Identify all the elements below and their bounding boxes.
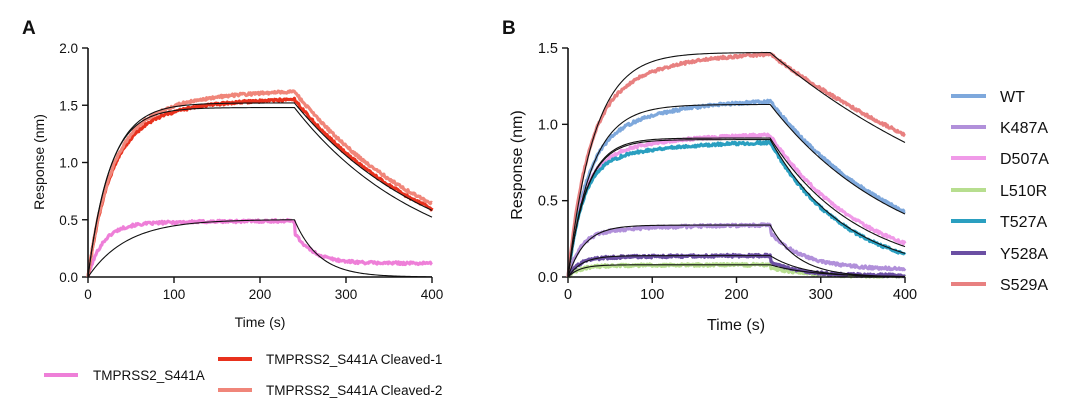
y-tick-label: 0.0 (59, 270, 78, 285)
x-tick-label: 0 (84, 287, 92, 302)
legend-item: S529A (951, 277, 1048, 294)
panel-a-x-label: Time (s) (235, 314, 286, 330)
fit-curve (87, 219, 433, 278)
fit-curve (87, 102, 433, 278)
x-tick-label: 100 (640, 287, 664, 303)
fit-curve (567, 224, 906, 278)
x-tick-label: 100 (163, 287, 186, 302)
series-trace (566, 222, 907, 278)
legend-label: Y528A (1000, 246, 1048, 263)
x-tick-label: 200 (724, 287, 748, 303)
series-trace (86, 89, 433, 278)
legend-label: TMPRSS2_S441A Cleaved-1 (266, 352, 442, 367)
legend-item: WT (951, 89, 1025, 106)
fit-curve (567, 103, 906, 278)
chart-panel-b: 0.0 0.5 1.0 1.5 0 100 200 300 400 Time (s) Respo… (509, 41, 917, 334)
fit-curve (87, 106, 433, 278)
legend-label: S529A (1000, 277, 1048, 294)
legend-label: K487A (1000, 120, 1048, 137)
series-trace (566, 98, 906, 278)
legend-item: D507A (951, 151, 1049, 168)
x-tick-label: 400 (421, 287, 444, 302)
y-tick-label: 2.0 (59, 41, 78, 56)
series-trace (566, 51, 906, 278)
y-tick-label: 0.5 (59, 213, 78, 228)
y-tick-label: 1.0 (538, 117, 558, 133)
x-tick-label: 300 (809, 287, 833, 303)
series-trace (86, 96, 434, 278)
fit-curve (567, 52, 906, 278)
panel-b-legend: WT K487A D507A L510R T527A Y528A S529A (951, 89, 1049, 294)
x-tick-label: 400 (893, 287, 917, 303)
panel-b-series (566, 51, 907, 279)
legend-item: TMPRSS2_S441A (44, 368, 205, 383)
y-tick-label: 1.5 (538, 41, 558, 57)
legend-label: T527A (1000, 214, 1047, 231)
panel-a-legend: TMPRSS2_S441A TMPRSS2_S441A Cleaved-1 TM… (44, 352, 442, 398)
x-tick-label: 200 (249, 287, 272, 302)
chart-panel-a: 0.0 0.5 1.0 1.5 2.0 0 100 200 300 400 Time (s) Re… (31, 41, 443, 330)
series-trace (566, 139, 907, 278)
fit-curve (567, 137, 906, 278)
legend-label: D507A (1000, 151, 1049, 168)
legend-item: TMPRSS2_S441A Cleaved-2 (218, 383, 442, 398)
legend-label: TMPRSS2_S441A Cleaved-2 (266, 383, 442, 398)
panel-a-series (86, 89, 434, 278)
fit-curve (567, 139, 906, 278)
panel-a-y-label: Response (nm) (31, 114, 47, 210)
y-tick-label: 0.0 (538, 270, 558, 286)
panel-a-ticks: 0.0 0.5 1.0 1.5 2.0 0 100 200 300 400 (59, 41, 443, 302)
series-trace (566, 132, 907, 278)
x-tick-label: 300 (335, 287, 358, 302)
legend-label: WT (1000, 89, 1025, 106)
legend-item: T527A (951, 214, 1047, 231)
y-tick-label: 1.0 (59, 156, 78, 171)
panel-b-y-label: Response (nm) (509, 110, 526, 219)
y-tick-label: 1.5 (59, 98, 78, 113)
x-tick-label: 0 (564, 287, 572, 303)
legend-item: K487A (951, 120, 1048, 137)
panel-b-ticks: 0.0 0.5 1.0 1.5 0 100 200 300 400 (538, 41, 917, 303)
panel-label-b: B (502, 18, 516, 39)
y-tick-label: 0.5 (538, 194, 558, 210)
panel-label-a: A (22, 18, 36, 39)
legend-label: L510R (1000, 183, 1047, 200)
series-trace (86, 217, 433, 278)
legend-item: L510R (951, 183, 1047, 200)
legend-item: TMPRSS2_S441A Cleaved-1 (218, 352, 442, 367)
panel-b-x-label: Time (s) (707, 317, 765, 334)
fit-curve (567, 255, 906, 278)
legend-label: TMPRSS2_S441A (93, 368, 205, 383)
legend-item: Y528A (951, 246, 1048, 263)
